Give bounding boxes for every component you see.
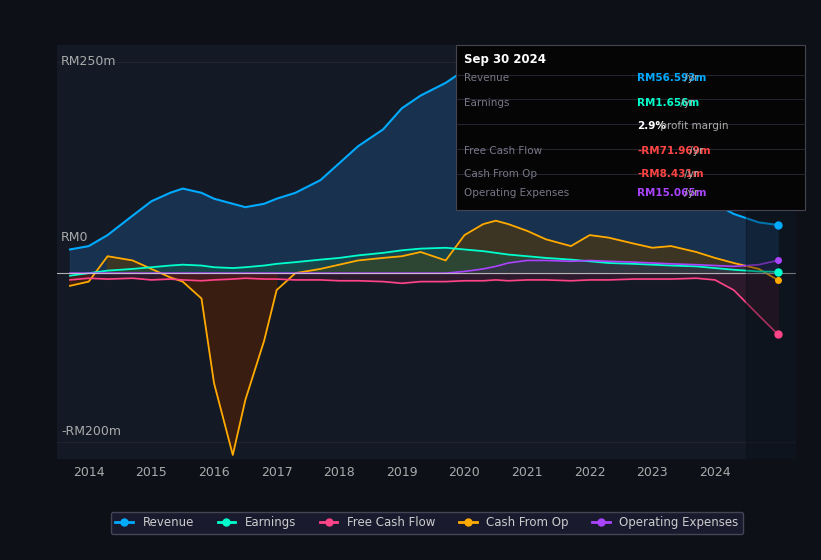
- Text: -RM71.969m: -RM71.969m: [637, 146, 711, 156]
- Text: 2.9%: 2.9%: [637, 121, 666, 130]
- Text: Free Cash Flow: Free Cash Flow: [464, 146, 542, 156]
- Text: /yr: /yr: [686, 146, 704, 156]
- Text: /yr: /yr: [677, 97, 694, 108]
- Text: /yr: /yr: [681, 73, 699, 83]
- Text: Revenue: Revenue: [464, 73, 509, 83]
- Text: -RM200m: -RM200m: [62, 426, 122, 438]
- Text: Earnings: Earnings: [464, 97, 509, 108]
- Text: RM56.593m: RM56.593m: [637, 73, 707, 83]
- Text: Operating Expenses: Operating Expenses: [464, 189, 569, 198]
- Text: profit margin: profit margin: [657, 121, 728, 130]
- Text: /yr: /yr: [681, 169, 699, 179]
- Text: Cash From Op: Cash From Op: [464, 169, 537, 179]
- Text: Sep 30 2024: Sep 30 2024: [464, 53, 546, 66]
- Bar: [746, 45, 796, 459]
- Text: RM250m: RM250m: [62, 55, 117, 68]
- Text: /yr: /yr: [681, 189, 699, 198]
- Text: RM1.656m: RM1.656m: [637, 97, 699, 108]
- Text: -RM8.431m: -RM8.431m: [637, 169, 704, 179]
- Text: RM15.065m: RM15.065m: [637, 189, 707, 198]
- Legend: Revenue, Earnings, Free Cash Flow, Cash From Op, Operating Expenses: Revenue, Earnings, Free Cash Flow, Cash …: [111, 512, 743, 534]
- Text: RM0: RM0: [62, 231, 89, 244]
